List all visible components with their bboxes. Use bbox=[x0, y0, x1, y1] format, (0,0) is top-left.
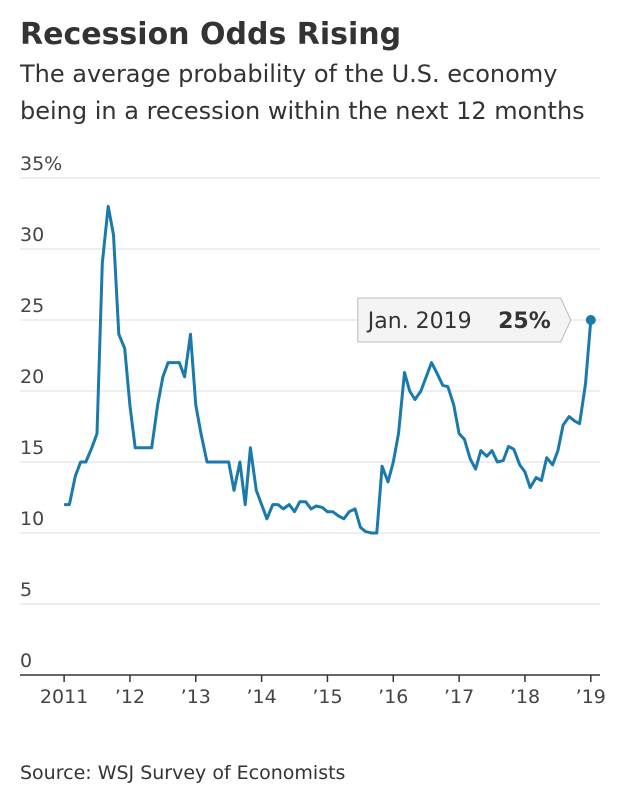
source: Source: WSJ Survey of Economists bbox=[20, 762, 345, 784]
x-tick-label: ’18 bbox=[510, 686, 540, 708]
x-tick-label: 2011 bbox=[40, 686, 88, 708]
x-tick-label: ’17 bbox=[444, 686, 474, 708]
x-tick-label: ’14 bbox=[247, 686, 277, 708]
y-tick-label: 10 bbox=[20, 508, 44, 530]
y-tick-label: 0 bbox=[20, 650, 32, 672]
x-tick-label: ’15 bbox=[312, 686, 342, 708]
y-tick-label: 20 bbox=[20, 366, 44, 388]
annotation-box bbox=[357, 297, 572, 343]
annotation-text: Jan. 2019 bbox=[366, 309, 472, 334]
chart-subtitle: being in a recession within the next 12 … bbox=[20, 97, 585, 125]
data-line bbox=[64, 204, 593, 535]
y-tick-label: 5 bbox=[20, 579, 32, 601]
y-tick-label: 15 bbox=[20, 437, 44, 459]
data-point bbox=[585, 315, 596, 325]
value-label: 25% bbox=[498, 309, 551, 334]
x-tick-label: ’19 bbox=[576, 686, 606, 708]
y-tick-label: 35% bbox=[20, 153, 62, 175]
y-tick-label: 25 bbox=[20, 295, 44, 317]
y-tick-label: 30 bbox=[20, 224, 44, 246]
x-tick-label: ’16 bbox=[378, 686, 408, 708]
x-tick-label: ’12 bbox=[115, 686, 145, 708]
chart-title: Recession Odds Rising bbox=[20, 17, 401, 52]
x-tick-label: ’13 bbox=[181, 686, 211, 708]
chart-subtitle: The average probability of the U.S. econ… bbox=[19, 60, 557, 88]
